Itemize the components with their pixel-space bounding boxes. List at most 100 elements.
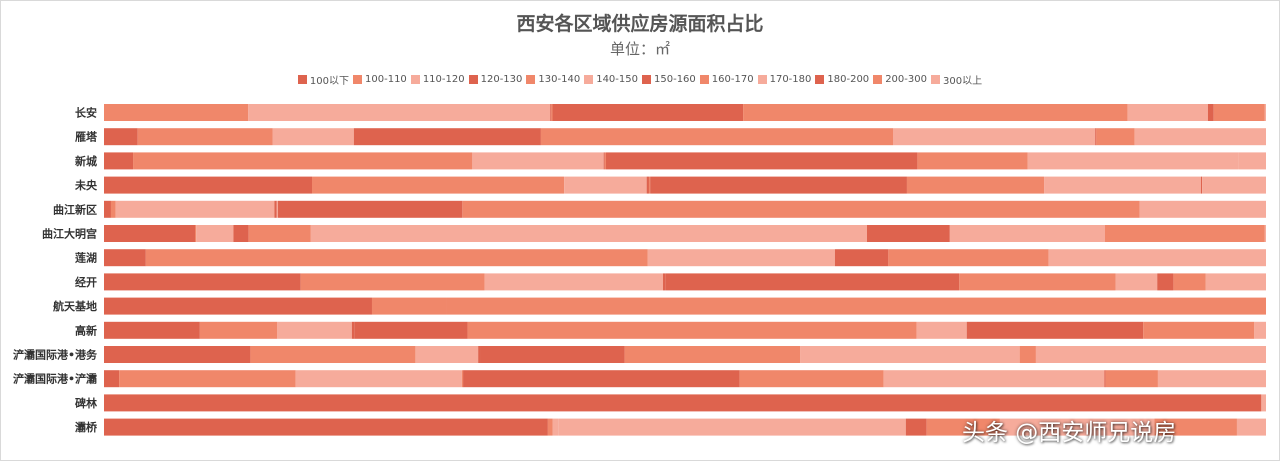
bar-segment[interactable] xyxy=(104,176,312,194)
bar-segment[interactable] xyxy=(1154,418,1237,436)
bar-segment[interactable] xyxy=(104,104,249,121)
bar-segment[interactable] xyxy=(1200,176,1203,194)
bar-segment[interactable] xyxy=(1035,346,1266,363)
bar-segment[interactable] xyxy=(1095,128,1097,146)
bar-segment[interactable] xyxy=(274,200,277,218)
legend-item[interactable]: 180-200 xyxy=(815,74,869,85)
legend-item[interactable]: 130-140 xyxy=(526,74,580,85)
bar-segment[interactable] xyxy=(104,346,251,363)
bar-segment[interactable] xyxy=(1019,346,1036,363)
bar-segment[interactable] xyxy=(959,273,1116,291)
bar-segment[interactable] xyxy=(605,152,918,170)
legend-item[interactable]: 110-120 xyxy=(410,74,465,85)
bar-segment[interactable] xyxy=(104,273,301,291)
bar-segment[interactable] xyxy=(966,321,1144,339)
bar-segment[interactable] xyxy=(137,128,273,146)
bar-segment[interactable] xyxy=(550,104,552,121)
bar-segment[interactable] xyxy=(480,346,625,363)
bar-segment[interactable] xyxy=(540,128,893,146)
bar-segment[interactable] xyxy=(295,370,462,388)
bar-segment[interactable] xyxy=(1096,128,1135,146)
bar-segment[interactable] xyxy=(888,249,1049,267)
bar-segment[interactable] xyxy=(1213,104,1265,121)
bar-segment[interactable] xyxy=(1236,418,1266,436)
bar-segment[interactable] xyxy=(1261,394,1266,412)
bar-segment[interactable] xyxy=(1238,152,1266,170)
bar-segment[interactable] xyxy=(462,200,1140,218)
bar-segment[interactable] xyxy=(800,346,1020,363)
bar-segment[interactable] xyxy=(834,249,889,267)
bar-segment[interactable] xyxy=(916,321,967,339)
bar-segment[interactable] xyxy=(248,104,551,121)
bar-segment[interactable] xyxy=(415,346,479,363)
bar-segment[interactable] xyxy=(461,370,464,388)
bar-segment[interactable] xyxy=(1048,249,1266,267)
bar-segment[interactable] xyxy=(277,321,352,339)
bar-segment[interactable] xyxy=(104,200,111,218)
bar-segment[interactable] xyxy=(1044,176,1201,194)
legend-item[interactable]: 120-130 xyxy=(468,74,522,85)
bar-segment[interactable] xyxy=(1157,273,1174,291)
bar-segment[interactable] xyxy=(484,273,664,291)
bar-segment[interactable] xyxy=(558,418,906,436)
bar-segment[interactable] xyxy=(104,128,138,146)
legend-item[interactable]: 100以下 xyxy=(297,72,349,87)
bar-segment[interactable] xyxy=(250,346,416,363)
bar-segment[interactable] xyxy=(1139,200,1266,218)
bar-segment[interactable] xyxy=(104,225,195,242)
bar-segment[interactable] xyxy=(1264,225,1266,242)
bar-segment[interactable] xyxy=(650,176,907,194)
legend-item[interactable]: 300以上 xyxy=(930,72,982,87)
legend-item[interactable]: 200-300 xyxy=(873,74,927,85)
legend-item[interactable]: 140-150 xyxy=(584,74,638,85)
bar-segment[interactable] xyxy=(276,200,278,218)
bar-segment[interactable] xyxy=(604,152,606,170)
bar-segment[interactable] xyxy=(917,152,1028,170)
legend-item[interactable]: 160-170 xyxy=(699,74,754,85)
bar-segment[interactable] xyxy=(743,104,1128,121)
bar-segment[interactable] xyxy=(647,249,835,267)
bar-segment[interactable] xyxy=(926,418,1000,436)
bar-segment[interactable] xyxy=(624,346,801,363)
bar-segment[interactable] xyxy=(1173,273,1206,291)
bar-segment[interactable] xyxy=(104,249,146,267)
bar-segment[interactable] xyxy=(547,418,553,436)
legend-item[interactable]: 150-160 xyxy=(642,74,696,85)
bar-segment[interactable] xyxy=(1143,321,1255,339)
bar-segment[interactable] xyxy=(104,152,134,170)
bar-segment[interactable] xyxy=(1205,273,1266,291)
bar-segment[interactable] xyxy=(272,128,354,146)
bar-segment[interactable] xyxy=(603,152,605,170)
bar-segment[interactable] xyxy=(133,152,473,170)
bar-segment[interactable] xyxy=(663,273,666,291)
bar-segment[interactable] xyxy=(648,176,651,194)
bar-segment[interactable] xyxy=(110,200,116,218)
bar-segment[interactable] xyxy=(1127,104,1208,121)
bar-segment[interactable] xyxy=(463,370,740,388)
bar-segment[interactable] xyxy=(739,370,884,388)
bar-segment[interactable] xyxy=(277,200,463,218)
bar-segment[interactable] xyxy=(552,104,744,121)
bar-segment[interactable] xyxy=(310,225,868,242)
bar-segment[interactable] xyxy=(1264,104,1266,121)
bar-segment[interactable] xyxy=(893,128,1096,146)
bar-segment[interactable] xyxy=(1105,225,1265,242)
bar-segment[interactable] xyxy=(949,225,1105,242)
bar-segment[interactable] xyxy=(300,273,485,291)
legend-item[interactable]: 170-180 xyxy=(757,74,811,85)
bar-segment[interactable] xyxy=(564,176,647,194)
bar-segment[interactable] xyxy=(371,297,447,315)
bar-segment[interactable] xyxy=(119,370,296,388)
bar-segment[interactable] xyxy=(104,418,548,436)
bar-segment[interactable] xyxy=(104,394,1262,412)
bar-segment[interactable] xyxy=(1134,128,1266,146)
bar-segment[interactable] xyxy=(312,176,565,194)
bar-segment[interactable] xyxy=(195,225,197,242)
bar-segment[interactable] xyxy=(905,418,927,436)
bar-segment[interactable] xyxy=(115,200,275,218)
bar-segment[interactable] xyxy=(478,346,481,363)
bar-segment[interactable] xyxy=(867,225,950,242)
bar-segment[interactable] xyxy=(1254,321,1266,339)
bar-segment[interactable] xyxy=(353,128,541,146)
bar-segment[interactable] xyxy=(354,321,468,339)
